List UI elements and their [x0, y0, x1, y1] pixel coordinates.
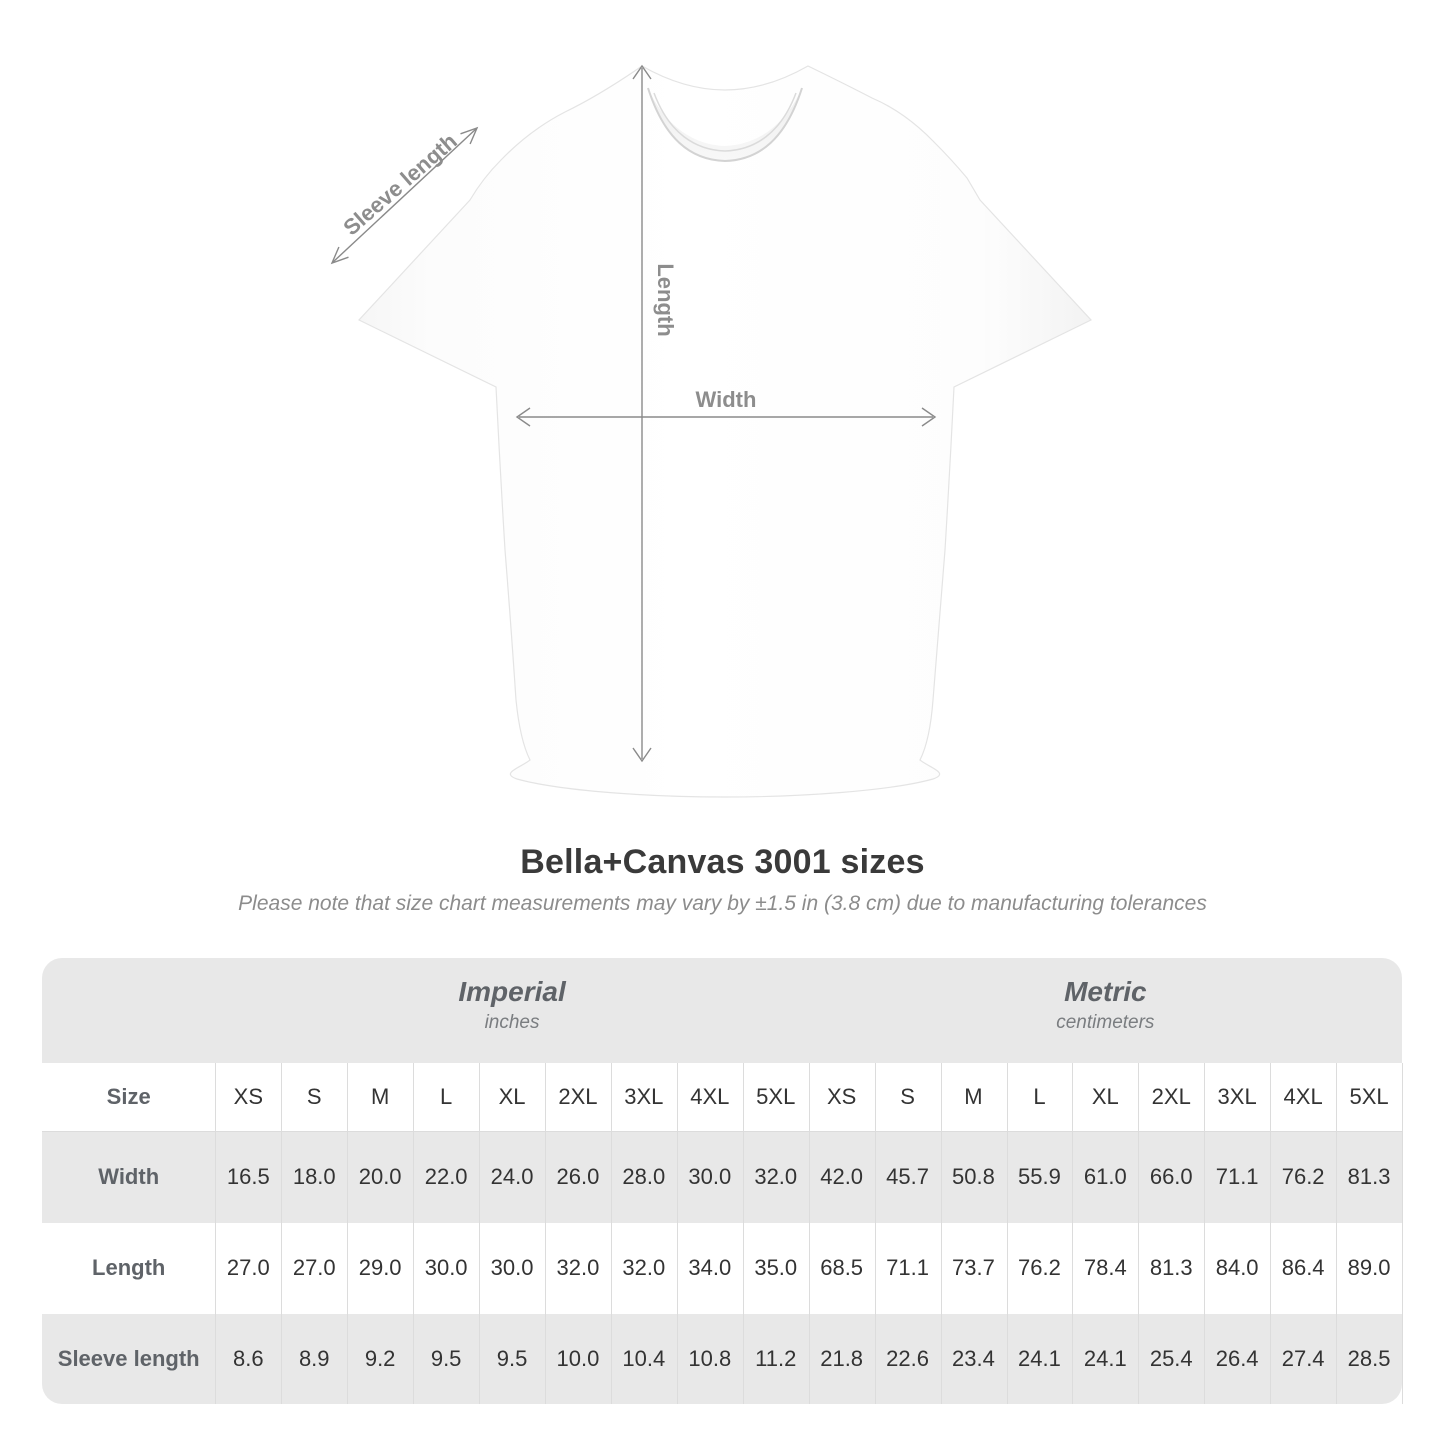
svg-text:Width: Width	[696, 387, 757, 412]
svg-text:Sleeve length: Sleeve length	[338, 128, 461, 240]
svg-text:Length: Length	[653, 263, 678, 336]
